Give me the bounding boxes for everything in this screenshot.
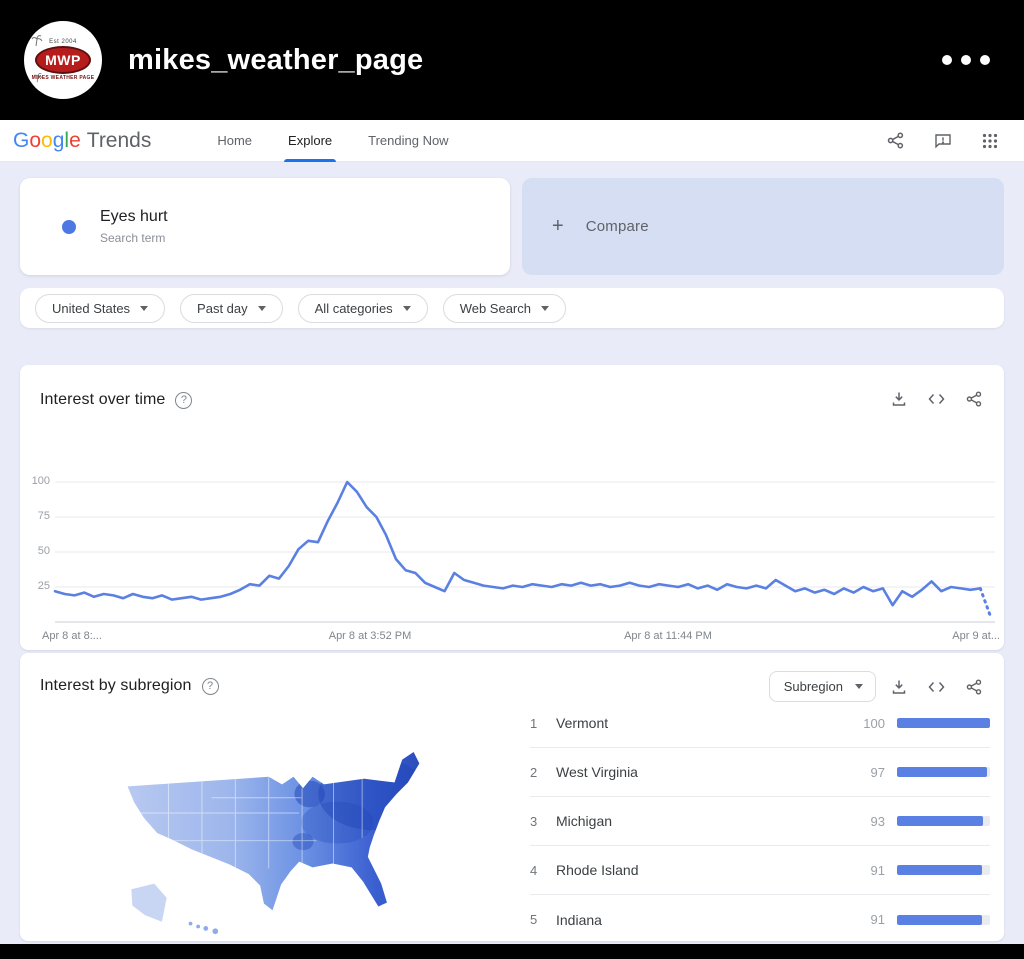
query-row: Eyes hurt Search term + Compare bbox=[20, 178, 1004, 275]
x-axis-label: Apr 8 at 8:... bbox=[42, 630, 102, 642]
y-axis-tick: 75 bbox=[37, 510, 50, 522]
list-item[interactable]: 5 Indiana 91 bbox=[530, 895, 990, 941]
y-axis-tick: 100 bbox=[31, 475, 50, 487]
trends-nav: Home Explore Trending Now bbox=[199, 120, 466, 162]
logo-bottom-text: MIKES WEATHER PAGE bbox=[31, 75, 95, 81]
palm-tree-icon bbox=[33, 73, 43, 83]
interest-over-time-card: Interest over time ? 100 75 50 25 bbox=[20, 365, 1004, 650]
value-bar bbox=[897, 914, 990, 925]
share-icon[interactable] bbox=[966, 679, 982, 695]
plus-icon: + bbox=[552, 215, 564, 237]
help-icon[interactable]: ? bbox=[175, 391, 193, 409]
nav-home[interactable]: Home bbox=[217, 133, 253, 148]
chevron-down-icon bbox=[855, 684, 863, 689]
palm-tree-icon bbox=[31, 35, 43, 47]
subregion-bar-fill bbox=[897, 865, 982, 875]
subregion-bar-fill bbox=[897, 767, 988, 777]
google-logo-letters: Google bbox=[13, 128, 81, 152]
interest-line-chart-area: 100 75 50 25 bbox=[20, 470, 1004, 628]
filter-time-dropdown[interactable]: Past day bbox=[180, 293, 283, 323]
chevron-down-icon bbox=[540, 305, 549, 311]
subregion-rank-list: 1 Vermont 100 2 West Virginia 97 3 Michi… bbox=[530, 699, 990, 941]
x-axis-label: Apr 8 at 3:52 PM bbox=[328, 630, 412, 642]
compare-label: Compare bbox=[585, 218, 649, 235]
value-bar bbox=[897, 816, 990, 826]
chevron-down-icon bbox=[402, 305, 411, 311]
profile-username[interactable]: mikes_weather_page bbox=[128, 43, 424, 76]
mwp-logo-abbr: MWP bbox=[45, 52, 81, 68]
trends-content: Eyes hurt Search term + Compare United S… bbox=[0, 162, 1024, 944]
compare-add-card[interactable]: + Compare bbox=[522, 178, 1004, 275]
avatar[interactable]: Est 2004 MWP MIKES WEATHER PAGE bbox=[24, 21, 102, 99]
interest-line-chart[interactable] bbox=[20, 470, 1004, 628]
feedback-icon[interactable] bbox=[934, 132, 952, 149]
chevron-down-icon bbox=[257, 305, 266, 311]
nav-explore[interactable]: Explore bbox=[270, 120, 350, 162]
filter-searchtype-dropdown[interactable]: Web Search bbox=[442, 293, 566, 323]
subregion-bar-fill bbox=[897, 718, 990, 728]
app-bar-icons bbox=[887, 132, 998, 149]
x-axis-label: Apr 8 at 11:44 PM bbox=[624, 630, 712, 642]
embed-icon[interactable] bbox=[928, 392, 945, 406]
filter-bar: United States Past day All categories We… bbox=[20, 288, 1004, 328]
list-item[interactable]: 2 West Virginia 97 bbox=[530, 748, 990, 797]
interest-by-subregion-card: Interest by subregion ? Subregion bbox=[20, 653, 1004, 941]
google-trends-logo[interactable]: Google Trends bbox=[13, 129, 151, 153]
value-bar bbox=[897, 767, 990, 777]
x-axis-label: Apr 9 at... bbox=[952, 630, 1000, 642]
filter-category-dropdown[interactable]: All categories bbox=[297, 293, 428, 323]
apps-grid-icon[interactable] bbox=[982, 133, 998, 149]
logo-est-text: Est 2004 bbox=[49, 39, 77, 45]
chart-grid bbox=[55, 481, 995, 588]
share-icon[interactable] bbox=[887, 132, 904, 149]
list-item[interactable]: 1 Vermont 100 bbox=[530, 699, 990, 748]
search-term-type: Search term bbox=[100, 231, 166, 245]
y-axis-tick: 25 bbox=[37, 580, 50, 592]
help-icon[interactable]: ? bbox=[201, 677, 219, 695]
card-title: Interest over time bbox=[40, 391, 166, 408]
chevron-down-icon bbox=[140, 305, 149, 311]
ellipsis-dot-icon bbox=[961, 55, 971, 65]
subregion-bar-fill bbox=[897, 816, 984, 826]
subregion-level-dropdown[interactable]: Subregion bbox=[768, 671, 876, 702]
more-options-button[interactable] bbox=[942, 55, 990, 65]
trends-app-bar: Google Trends Home Explore Trending Now bbox=[0, 120, 1024, 162]
ellipsis-dot-icon bbox=[942, 55, 952, 65]
share-icon[interactable] bbox=[966, 391, 982, 407]
ellipsis-dot-icon bbox=[980, 55, 990, 65]
continental-us bbox=[127, 752, 420, 911]
search-term-card[interactable]: Eyes hurt Search term bbox=[20, 178, 510, 275]
nav-trending-now[interactable]: Trending Now bbox=[368, 133, 449, 148]
card-title: Interest by subregion bbox=[40, 677, 192, 694]
download-icon[interactable] bbox=[891, 391, 907, 407]
us-choropleth-map[interactable] bbox=[78, 731, 488, 941]
embed-icon[interactable] bbox=[928, 680, 945, 694]
search-term: Eyes hurt bbox=[100, 208, 168, 225]
trends-logo-suffix: Trends bbox=[86, 128, 152, 152]
filter-region-dropdown[interactable]: United States bbox=[35, 293, 166, 323]
letterbox-bottom bbox=[0, 944, 1024, 959]
subregion-bar-fill bbox=[897, 914, 982, 925]
hawaii bbox=[188, 921, 219, 935]
download-icon[interactable] bbox=[891, 679, 907, 695]
instagram-header: Est 2004 MWP MIKES WEATHER PAGE mikes_we… bbox=[0, 0, 1024, 120]
list-item[interactable]: 3 Michigan 93 bbox=[530, 797, 990, 846]
mwp-logo: MWP bbox=[35, 46, 91, 74]
value-bar bbox=[897, 718, 990, 728]
series-color-dot bbox=[62, 219, 76, 234]
value-bar bbox=[897, 865, 990, 875]
alaska bbox=[131, 883, 167, 922]
list-item[interactable]: 4 Rhode Island 91 bbox=[530, 846, 990, 895]
y-axis-tick: 50 bbox=[37, 545, 50, 557]
